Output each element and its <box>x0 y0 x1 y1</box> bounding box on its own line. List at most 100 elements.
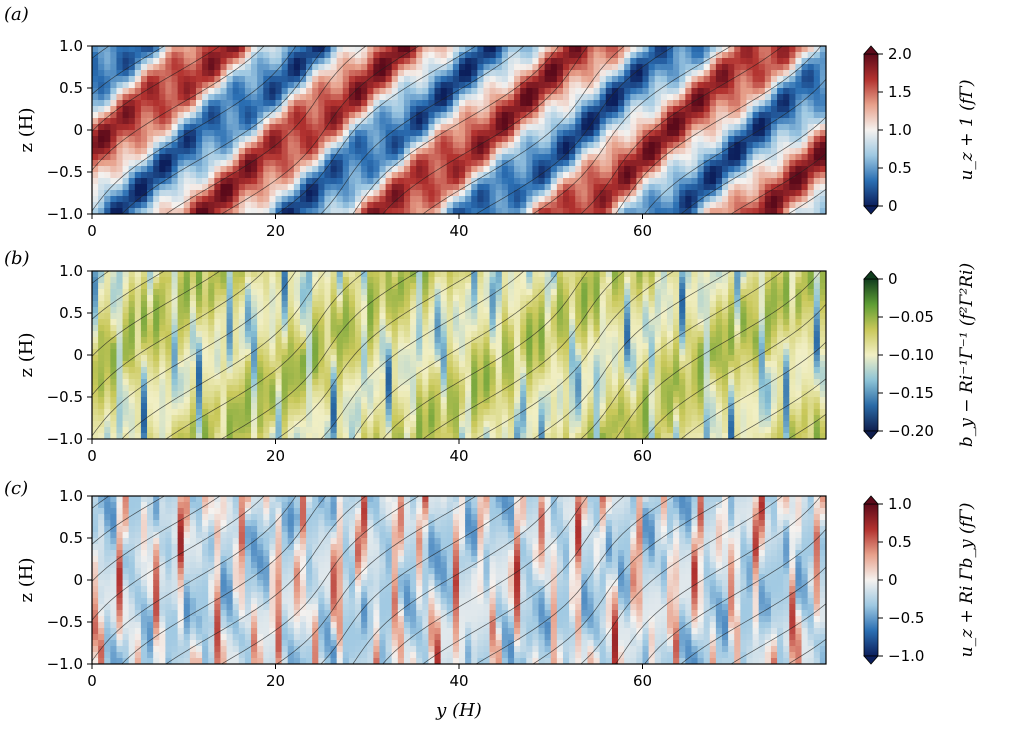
heatmap-cell <box>397 379 405 386</box>
heatmap-cell <box>342 190 350 197</box>
heatmap-cell <box>110 343 118 350</box>
heatmap-cell <box>128 46 136 53</box>
heatmap-cell <box>630 46 637 53</box>
heatmap-cell <box>306 118 313 125</box>
heatmap-cell <box>153 421 160 428</box>
heatmap-cell <box>642 190 650 197</box>
heatmap-cell <box>471 124 478 131</box>
heatmap-cell <box>550 94 558 101</box>
heatmap-cell <box>299 208 307 214</box>
heatmap-cell <box>336 373 344 380</box>
heatmap-cell <box>526 196 533 203</box>
heatmap-cell <box>287 130 295 137</box>
heatmap-cell <box>232 148 240 155</box>
heatmap-cell <box>122 367 130 374</box>
heatmap-cell <box>202 331 209 338</box>
heatmap-cell <box>324 427 332 434</box>
heatmap-cell <box>410 295 417 302</box>
heatmap-cell <box>159 277 166 284</box>
heatmap-cell <box>257 76 264 83</box>
heatmap-cell <box>140 301 148 308</box>
heatmap-cell <box>569 46 576 53</box>
heatmap-cell <box>214 76 222 83</box>
heatmap-cell <box>134 166 142 173</box>
heatmap-cell <box>403 166 411 173</box>
heatmap-cell <box>214 397 222 404</box>
heatmap-cell <box>722 184 729 191</box>
heatmap-cell <box>116 361 124 368</box>
heatmap-cell <box>410 70 417 77</box>
heatmap-cell <box>140 283 148 290</box>
heatmap-cell <box>550 184 558 191</box>
heatmap-cell <box>679 94 686 101</box>
heatmap-cell <box>202 355 209 362</box>
heatmap-cell <box>777 136 784 143</box>
heatmap-cell <box>379 106 387 113</box>
heatmap-cell <box>324 124 332 131</box>
heatmap-cell <box>214 64 222 71</box>
heatmap-cell <box>92 415 99 422</box>
heatmap-cell <box>342 295 350 302</box>
heatmap-cell <box>238 349 246 356</box>
heatmap-cell <box>177 301 185 308</box>
heatmap-cell <box>556 118 564 125</box>
heatmap-cell <box>618 166 625 173</box>
heatmap-cell <box>244 355 252 362</box>
heatmap-cell <box>220 178 228 185</box>
heatmap-cell <box>452 64 460 71</box>
heatmap-cell <box>195 136 203 143</box>
heatmap-cell <box>397 166 405 173</box>
heatmap-cell <box>110 208 118 214</box>
heatmap-cell <box>208 277 215 284</box>
heatmap-cell <box>134 301 142 308</box>
heatmap-cell <box>257 106 264 113</box>
heatmap-cell <box>220 124 228 131</box>
heatmap-cell <box>318 112 326 119</box>
heatmap-cell <box>165 100 173 107</box>
heatmap-cell <box>153 283 160 290</box>
heatmap-cell <box>520 160 527 167</box>
heatmap-cell <box>251 136 258 143</box>
heatmap-cell <box>122 433 130 439</box>
heatmap-cell <box>355 433 362 439</box>
heatmap-cell <box>440 184 448 191</box>
heatmap-cell <box>795 46 803 53</box>
heatmap-cell <box>324 88 332 95</box>
heatmap-cell <box>397 202 405 209</box>
heatmap-cell <box>147 202 154 209</box>
heatmap-cell <box>110 355 118 362</box>
heatmap-cell <box>410 124 417 131</box>
heatmap-cell <box>624 160 631 167</box>
heatmap-cell <box>440 208 448 214</box>
heatmap-cell <box>287 355 295 362</box>
heatmap-cell <box>379 349 387 356</box>
heatmap-cell <box>147 172 154 179</box>
heatmap-cell <box>709 100 717 107</box>
heatmap-cell <box>116 409 124 416</box>
heatmap-cell <box>483 172 491 179</box>
heatmap-cell <box>104 271 111 278</box>
heatmap-cell <box>189 295 197 302</box>
heatmap-cell <box>116 166 124 173</box>
heatmap-cell <box>440 202 448 209</box>
heatmap-cell <box>214 373 222 380</box>
heatmap-cell <box>208 46 215 53</box>
heatmap-cell <box>722 196 729 203</box>
heatmap-cell <box>232 106 240 113</box>
heatmap-cell <box>728 178 735 185</box>
heatmap-cell <box>397 331 405 338</box>
heatmap-cell <box>195 64 203 71</box>
heatmap-cell <box>483 58 491 65</box>
heatmap-cell <box>422 313 430 320</box>
heatmap-cell <box>636 154 644 161</box>
heatmap-cell <box>342 283 350 290</box>
heatmap-cell <box>244 421 252 428</box>
heatmap-cell <box>740 52 748 59</box>
heatmap-cell <box>330 343 338 350</box>
heatmap-cell <box>819 130 826 137</box>
heatmap-cell <box>367 58 374 65</box>
heatmap-cell <box>287 52 295 59</box>
heatmap-cell <box>110 295 118 302</box>
heatmap-cell <box>514 82 521 89</box>
heatmap-cell <box>202 337 209 344</box>
